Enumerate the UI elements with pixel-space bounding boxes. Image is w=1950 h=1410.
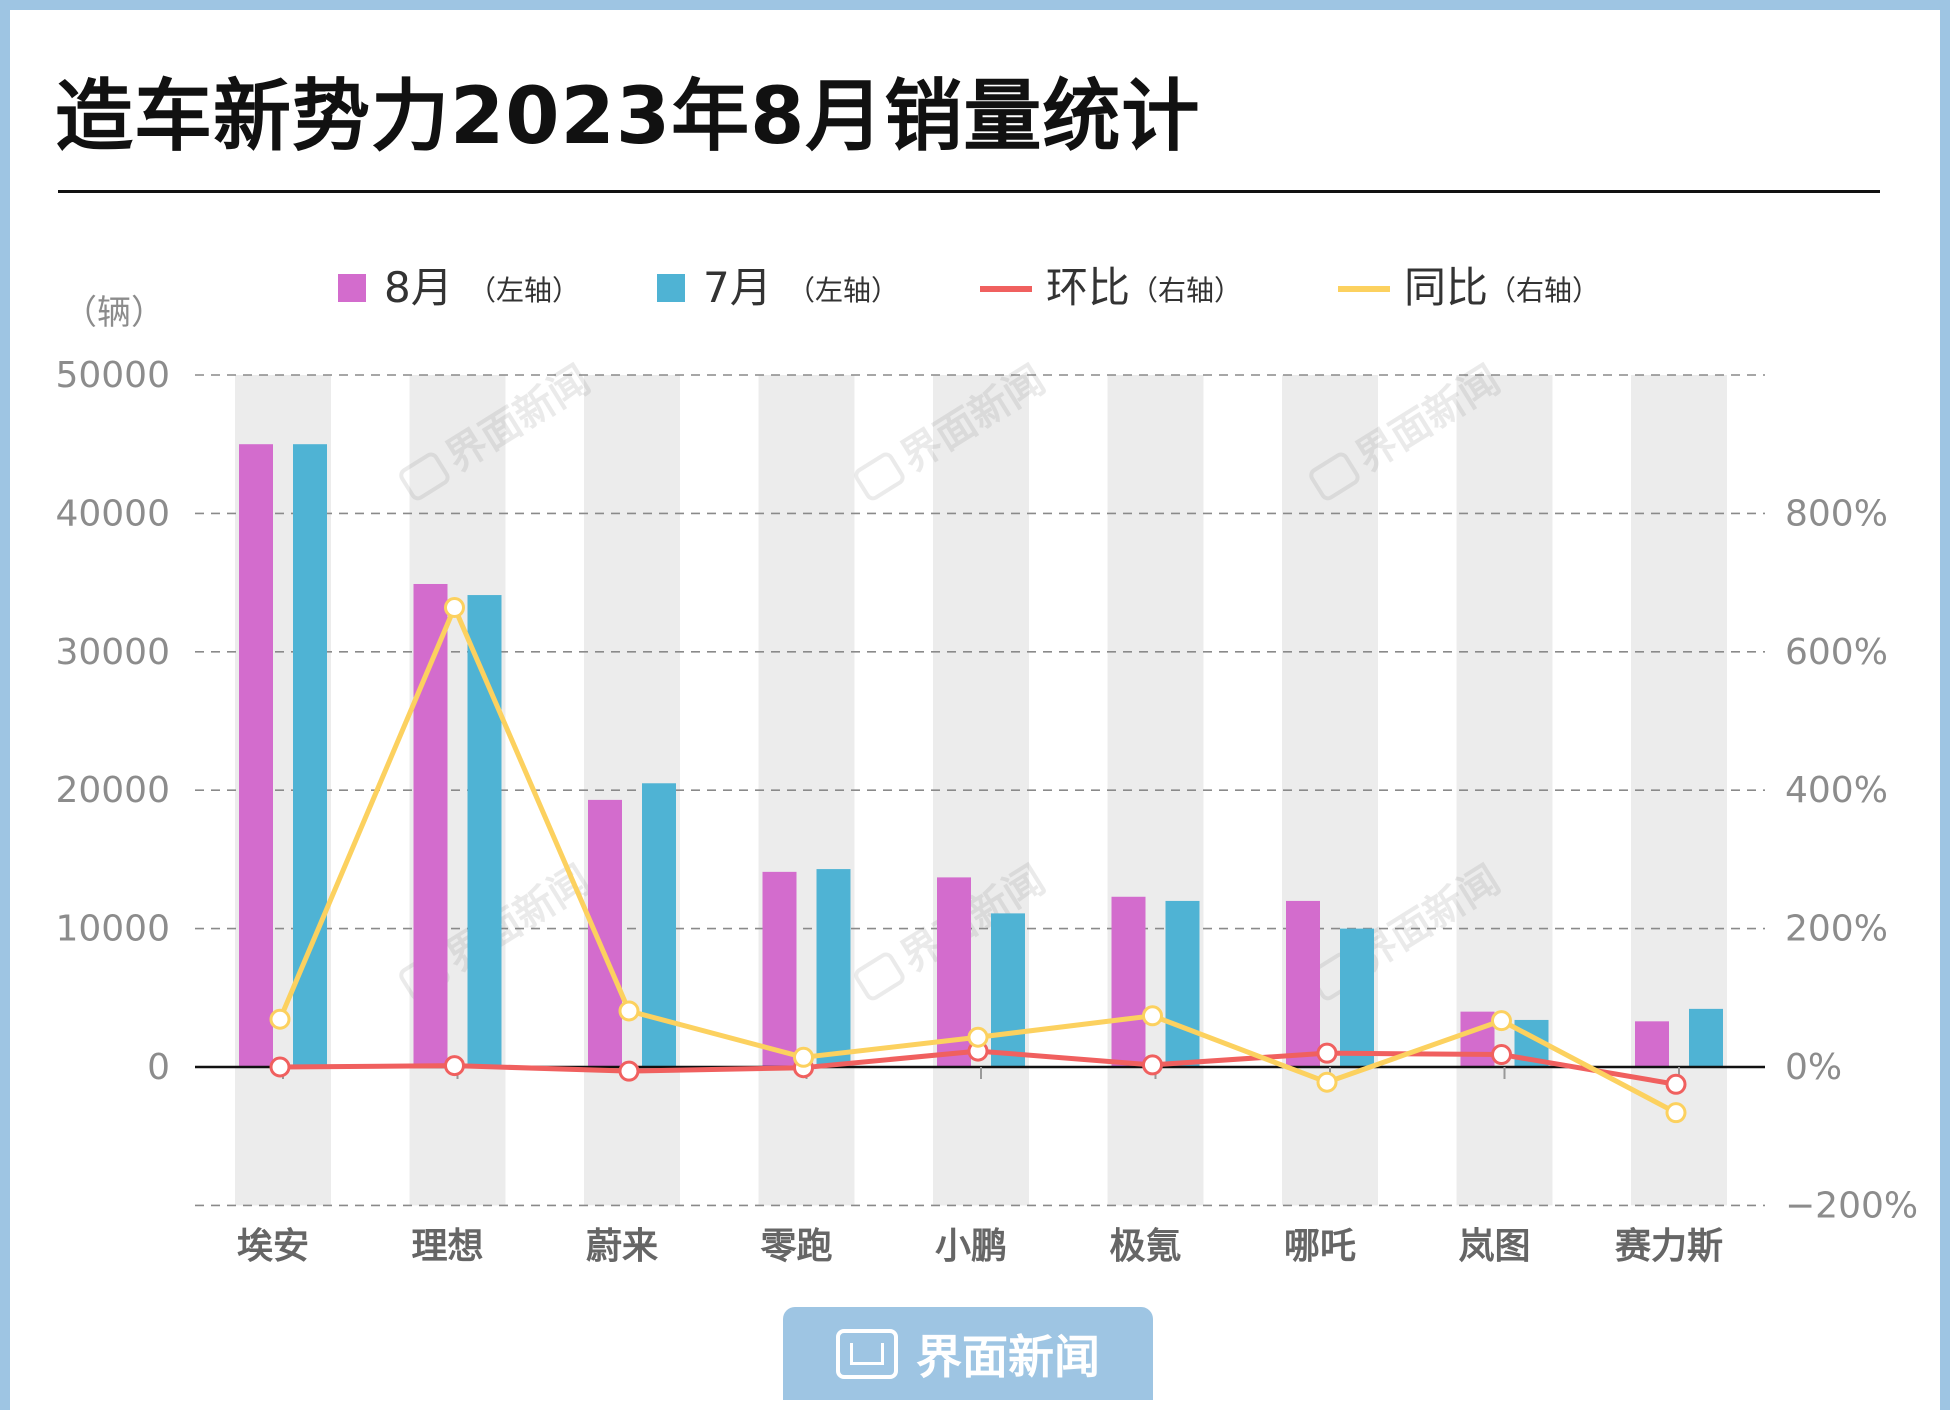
category-band bbox=[1456, 375, 1553, 1206]
bar-aug bbox=[413, 583, 448, 1067]
right-tick-label: 200% bbox=[1785, 909, 1888, 950]
line-point bbox=[444, 597, 465, 619]
legend-axis-note: （左轴） bbox=[787, 274, 899, 307]
watermark-icon bbox=[854, 952, 905, 1001]
bar-aug bbox=[1286, 900, 1320, 1067]
right-tick-label: −200% bbox=[1785, 1185, 1918, 1226]
category-label: 极氪 bbox=[1109, 1226, 1181, 1267]
line-point bbox=[1665, 1102, 1687, 1124]
line-point bbox=[618, 1000, 640, 1022]
legend-swatch bbox=[338, 274, 366, 302]
left-tick-label: 40000 bbox=[55, 493, 170, 534]
footer-brand-logo: 界面新闻 bbox=[783, 1307, 1153, 1400]
bar-jul bbox=[1165, 900, 1200, 1067]
bar-jul bbox=[1689, 1008, 1723, 1067]
line-point bbox=[618, 1060, 640, 1082]
legend-label: 环比 bbox=[1046, 263, 1130, 312]
bar-jul bbox=[293, 444, 327, 1067]
watermark-icon bbox=[399, 452, 450, 501]
line-point bbox=[1491, 1010, 1512, 1032]
line-point bbox=[1316, 1071, 1338, 1093]
brand-logo-icon bbox=[836, 1328, 898, 1379]
line-point bbox=[269, 1056, 291, 1078]
bar-jul bbox=[467, 595, 502, 1067]
legend-label: 7月 bbox=[703, 263, 772, 312]
left-tick-label: 30000 bbox=[55, 632, 170, 673]
bar-aug bbox=[1460, 1011, 1495, 1067]
bar-jul bbox=[1340, 928, 1374, 1067]
watermark-icon bbox=[854, 452, 905, 501]
right-tick-label: 400% bbox=[1785, 770, 1888, 811]
line-point bbox=[1142, 1005, 1163, 1027]
category-label: 理想 bbox=[411, 1226, 483, 1267]
legend: 8月 （左轴） 7月 （左轴） 环比 （右轴） 同比 （右轴） bbox=[338, 263, 1600, 312]
chart-title: 造车新势力2023年8月销量统计 bbox=[55, 72, 1201, 162]
left-tick-label: 20000 bbox=[55, 770, 170, 811]
series-lines bbox=[269, 597, 1687, 1124]
legend-swatch bbox=[657, 274, 685, 302]
line-point bbox=[793, 1046, 814, 1068]
category-label: 小鹏 bbox=[935, 1226, 1007, 1267]
left-tick-label: 50000 bbox=[55, 355, 170, 396]
legend-axis-note: （右轴） bbox=[1130, 274, 1242, 307]
category-label: 零跑 bbox=[760, 1226, 832, 1267]
category-label: 埃安 bbox=[237, 1226, 309, 1267]
right-tick-label: 0% bbox=[1785, 1047, 1842, 1088]
axis-labels: 50000 40000 30000 20000 10000 0 800% 600% 400% 20… bbox=[55, 293, 1918, 1267]
title-rule bbox=[58, 190, 1880, 193]
line-point bbox=[444, 1055, 465, 1077]
bar-aug bbox=[937, 877, 971, 1067]
bar-aug bbox=[762, 871, 797, 1067]
bar-jul bbox=[816, 869, 851, 1067]
line-point bbox=[269, 1008, 291, 1030]
legend-label: 同比 bbox=[1404, 263, 1488, 312]
bar-aug bbox=[1635, 1021, 1669, 1067]
category-label: 赛力斯 bbox=[1615, 1226, 1723, 1267]
footer-brand-text: 界面新闻 bbox=[916, 1329, 1100, 1384]
bar-aug bbox=[239, 444, 273, 1067]
category-label: 蔚来 bbox=[586, 1226, 658, 1267]
right-tick-label: 600% bbox=[1785, 632, 1888, 673]
left-axis-unit-label: （辆） bbox=[63, 293, 165, 333]
category-label: 哪吒 bbox=[1284, 1226, 1356, 1267]
left-tick-label: 0 bbox=[147, 1047, 170, 1088]
line-point bbox=[1491, 1044, 1512, 1066]
bar-aug bbox=[1111, 896, 1146, 1067]
line-point bbox=[1316, 1042, 1338, 1064]
left-tick-label: 10000 bbox=[55, 909, 170, 950]
legend-axis-note: （左轴） bbox=[468, 274, 580, 307]
line-point bbox=[1142, 1054, 1163, 1076]
legend-axis-note: （右轴） bbox=[1488, 274, 1600, 307]
gridlines bbox=[195, 374, 1765, 1207]
legend-label: 8月 bbox=[384, 263, 453, 312]
category-label: 岚图 bbox=[1458, 1226, 1530, 1267]
watermark-icon bbox=[1309, 452, 1360, 501]
bars bbox=[239, 444, 1723, 1067]
line-point bbox=[1665, 1073, 1687, 1095]
right-tick-label: 800% bbox=[1785, 493, 1888, 534]
line-point bbox=[967, 1026, 989, 1048]
bar-jul bbox=[991, 913, 1025, 1067]
